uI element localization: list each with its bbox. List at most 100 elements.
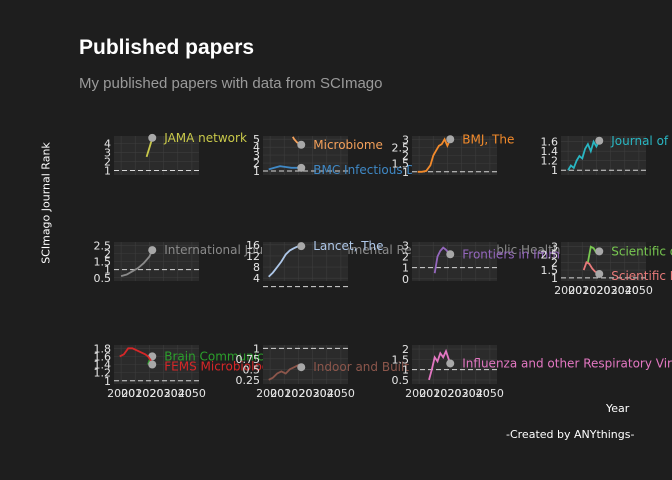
- panel-background: [561, 242, 646, 281]
- x-tick-label: 2000: [256, 387, 284, 400]
- series-label: Lancet, The: [313, 239, 383, 253]
- y-tick-label: 2: [402, 150, 409, 163]
- y-tick-label: 0.25: [236, 374, 261, 387]
- x-tick-label: 2020: [433, 387, 461, 400]
- series-endpoint: [595, 247, 604, 256]
- x-tick-label: 2050: [476, 387, 504, 400]
- y-tick-label: 16: [246, 239, 260, 252]
- series-line: [268, 364, 302, 381]
- y-tick-label: 1: [104, 264, 111, 277]
- y-tick-label: 2: [402, 343, 409, 356]
- facet-panel: 11.21.41.6 Journal of Medical Internet Re…: [541, 134, 672, 177]
- y-tick-label: 4: [253, 141, 260, 154]
- series-label: Influenza and other Respiratory Viruses: [462, 356, 672, 370]
- y-tick-label: 12: [246, 250, 260, 263]
- facet-panel: 0.511.52 Influenza and other Respiratory …: [392, 343, 672, 400]
- series-line: [268, 165, 302, 171]
- series-line: [120, 249, 154, 277]
- x-tick-label: 2030: [448, 387, 476, 400]
- y-tick-label: 3: [402, 239, 409, 252]
- y-tick-label: 1: [104, 375, 111, 388]
- y-tick-label: 1.6: [541, 136, 559, 149]
- y-tick-label: 0.5: [94, 272, 112, 285]
- x-tick-label: 2050: [625, 284, 653, 297]
- x-tick-label: 2010: [419, 387, 447, 400]
- y-tick-label: 3: [253, 149, 260, 162]
- x-tick-label: 2040: [164, 387, 192, 400]
- series-endpoint: [446, 135, 455, 144]
- series-label: Scientific Reports: [611, 269, 672, 283]
- y-tick-label: 2: [253, 157, 260, 170]
- chart-title: Published papers: [79, 36, 255, 59]
- y-tick-label: 2: [551, 256, 558, 269]
- series-line: [417, 137, 452, 173]
- y-tick-label: 3: [104, 146, 111, 159]
- y-tick-label: 3: [551, 241, 558, 254]
- panel-background: [561, 136, 646, 175]
- x-tick-label: 2010: [121, 387, 149, 400]
- y-tick-label: 1.5: [94, 256, 112, 269]
- series-endpoint: [595, 136, 604, 145]
- series-endpoint: [148, 133, 157, 142]
- x-tick-label: 2020: [284, 387, 312, 400]
- series-endpoint: [297, 363, 306, 372]
- y-tick-label: 1.2: [541, 155, 559, 168]
- y-tick-label: 1: [402, 166, 409, 179]
- series-line: [428, 348, 452, 381]
- panel-background: [412, 242, 497, 281]
- series-endpoint: [595, 269, 604, 278]
- series-label: JAMA network: [163, 131, 247, 145]
- y-tick-label: 1.4: [541, 145, 559, 158]
- series-endpoint: [446, 359, 455, 368]
- series-endpoint: [148, 360, 157, 369]
- series-line: [119, 347, 154, 365]
- x-tick-label: 2010: [568, 284, 596, 297]
- y-tick-label: 1: [253, 165, 260, 178]
- series-endpoint: [297, 163, 306, 172]
- series-label: Microbiome: [313, 138, 383, 152]
- x-tick-label: 2030: [150, 387, 178, 400]
- y-tick-label: 1.8: [94, 342, 112, 355]
- panel-background: [263, 242, 348, 281]
- y-tick-label: 3: [402, 133, 409, 146]
- y-tick-label: 1.2: [94, 367, 112, 380]
- y-tick-label: 1: [104, 164, 111, 177]
- y-tick-label: 0.5: [392, 374, 410, 387]
- x-tick-label: 2040: [313, 387, 341, 400]
- panel-background: [263, 345, 348, 384]
- x-tick-label: 2030: [299, 387, 327, 400]
- x-tick-label: 2050: [327, 387, 355, 400]
- y-tick-label: 1.5: [541, 264, 559, 277]
- series-line: [268, 245, 302, 278]
- x-tick-label: 2010: [270, 387, 298, 400]
- y-tick-label: 1: [551, 164, 558, 177]
- x-tick-label: 2040: [611, 284, 639, 297]
- panel-background: [412, 345, 497, 384]
- y-tick-label: 2: [402, 250, 409, 263]
- panel-background: [114, 136, 199, 175]
- x-tick-label: 2030: [597, 284, 625, 297]
- y-tick-label: 4: [253, 272, 260, 285]
- y-tick-label: 2.5: [541, 248, 559, 261]
- panel-background: [263, 136, 348, 175]
- series-label: Journal of Medical Internet Research: [610, 134, 672, 148]
- series-endpoint: [297, 242, 306, 251]
- x-tick-label: 2020: [582, 284, 610, 297]
- y-tick-label: 1.5: [392, 158, 410, 171]
- y-tick-label: 1: [253, 342, 260, 355]
- facet-panel: 11.522.53 BMJ, The: [392, 132, 515, 179]
- x-tick-label: 2050: [178, 387, 206, 400]
- y-tick-label: 1.6: [94, 350, 112, 363]
- x-tick-label: 2040: [462, 387, 490, 400]
- y-tick-label: 1: [402, 364, 409, 377]
- series-label: Scientific data: [611, 244, 672, 258]
- x-tick-label: 2000: [405, 387, 433, 400]
- y-tick-label: 1: [551, 272, 558, 285]
- chart-subtitle: My published papers with data from SCIma…: [79, 75, 383, 92]
- x-axis-title: Year: [606, 402, 630, 415]
